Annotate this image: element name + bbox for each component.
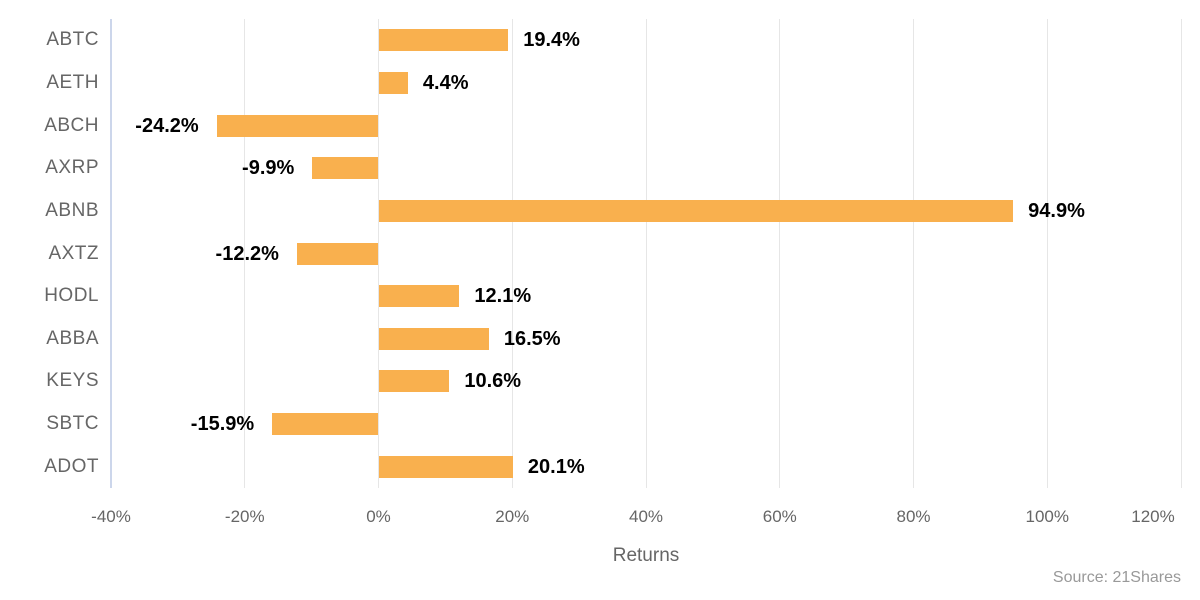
bar-keys [378,370,450,393]
bar-aeth [378,71,408,94]
bar-abnb [378,199,1014,222]
x-tick-label-100: 100% [1025,507,1069,526]
category-label-aeth: AETH [46,71,99,93]
x-tick-label--20: -20% [224,507,265,526]
category-label-abtc: ABTC [46,29,99,51]
value-label-sbtc: -15.9% [190,413,255,436]
bar-sbtc [272,413,379,436]
value-label-abba: 16.5% [503,327,561,350]
gridline-120 [1180,19,1182,488]
category-label-sbtc: SBTC [46,413,99,435]
category-label-hodl: HODL [44,285,99,307]
value-label-hodl: 12.1% [474,285,532,308]
gridline-60 [779,19,781,488]
value-label-axtz: -12.2% [215,242,279,265]
bar-axrp [312,157,379,180]
x-tick-label-40: 40% [628,507,664,526]
category-label-abnb: ABNB [45,199,99,221]
value-label-abch: -24.2% [135,114,199,137]
bar-abch [216,114,379,137]
bar-hodl [378,285,460,308]
category-axis-line [110,19,112,488]
value-label-keys: 10.6% [464,370,522,393]
x-axis-title: Returns [612,545,680,566]
x-tick-label-80: 80% [896,507,931,526]
gridline-40 [645,19,647,488]
x-tick-label--40: -40% [91,507,131,526]
bar-abba [378,327,489,350]
gridline-0 [378,19,379,488]
value-label-aeth: 4.4% [422,71,469,94]
x-tick-label-20: 20% [495,507,530,526]
category-label-axrp: AXRP [45,157,99,179]
bar-adot [378,455,513,478]
value-label-axrp: -9.9% [242,157,295,180]
gridline-100 [1046,19,1048,488]
gridline-20 [511,19,513,488]
x-tick-label-60: 60% [762,507,797,526]
source-credit: Source: 21Shares [1052,569,1181,586]
bar-axtz [296,242,379,265]
value-label-abtc: 19.4% [523,29,580,52]
x-tick-label-0: 0% [366,507,391,526]
gridline-80 [913,19,914,488]
gridline--20 [244,19,246,488]
category-label-axtz: AXTZ [48,242,99,264]
category-label-abch: ABCH [44,114,99,136]
bar-abtc [378,29,509,52]
category-label-keys: KEYS [46,370,99,392]
value-label-adot: 20.1% [527,455,585,478]
category-label-abba: ABBA [46,327,99,349]
category-label-adot: ADOT [44,455,99,477]
x-tick-label-120: 120% [1131,507,1175,526]
value-label-abnb: 94.9% [1028,199,1085,222]
